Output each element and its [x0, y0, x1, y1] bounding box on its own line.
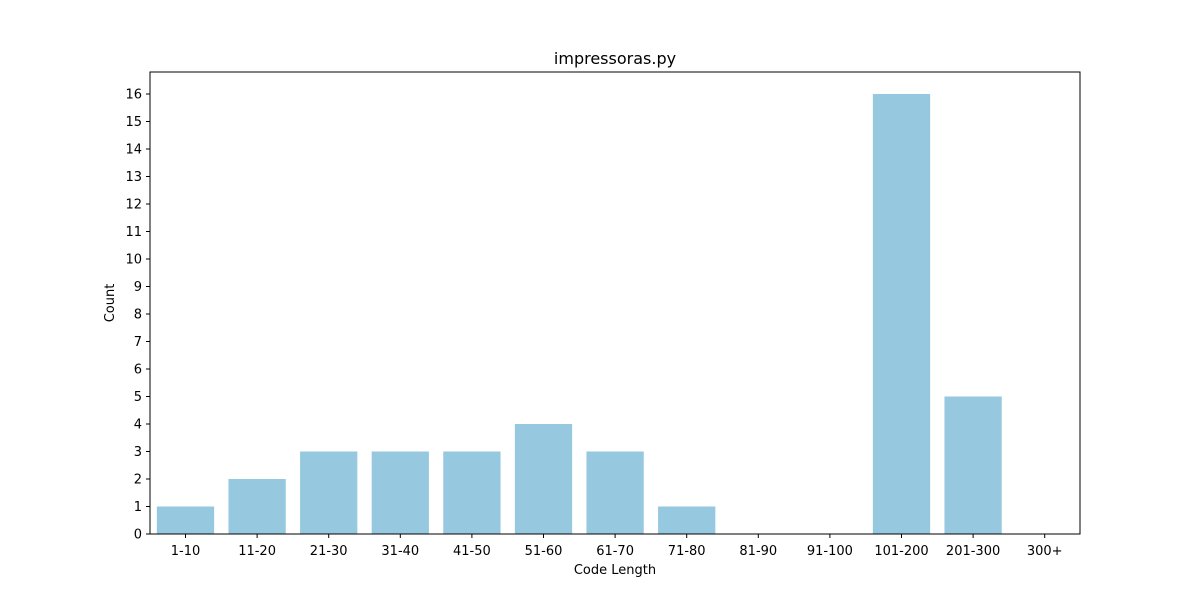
- x-tick-label: 31-40: [381, 544, 419, 559]
- x-axis-label: Code Length: [574, 563, 656, 578]
- bar-51-60: [515, 424, 572, 534]
- x-tick-label: 201-300: [946, 544, 1000, 559]
- y-tick-label: 2: [134, 473, 142, 488]
- y-tick-label: 4: [134, 418, 142, 433]
- bar-21-30: [300, 452, 357, 535]
- x-tick-label: 71-80: [668, 544, 706, 559]
- x-tick-label: 81-90: [739, 544, 777, 559]
- x-tick-label: 41-50: [453, 544, 491, 559]
- y-tick-label: 9: [134, 280, 142, 295]
- x-tick-label: 1-10: [171, 544, 201, 559]
- bar-201-300: [944, 397, 1001, 535]
- y-tick-label: 6: [134, 363, 142, 378]
- bar-1-10: [157, 507, 214, 535]
- y-axis-label: Count: [103, 284, 118, 323]
- y-tick-label: 0: [134, 528, 142, 543]
- x-tick-label: 300+: [1027, 544, 1063, 559]
- y-tick-label: 5: [134, 390, 142, 405]
- y-tick-label: 1: [134, 500, 142, 515]
- y-tick-label: 3: [134, 445, 142, 460]
- bar-41-50: [443, 452, 500, 535]
- bar-31-40: [372, 452, 429, 535]
- x-tick-label: 11-20: [238, 544, 276, 559]
- y-tick-label: 7: [134, 335, 142, 350]
- y-tick-label: 11: [125, 225, 142, 240]
- y-tick-label: 14: [125, 143, 142, 158]
- bar-11-20: [228, 479, 285, 534]
- y-tick-label: 8: [134, 308, 142, 323]
- bar-101-200: [873, 94, 930, 534]
- bar-71-80: [658, 507, 715, 535]
- y-tick-label: 10: [125, 253, 142, 268]
- y-tick-label: 12: [125, 198, 142, 213]
- x-tick-label: 91-100: [807, 544, 853, 559]
- x-tick-label: 101-200: [874, 544, 928, 559]
- chart-title: impressoras.py: [554, 49, 676, 68]
- bar-61-70: [586, 452, 643, 535]
- x-tick-label: 61-70: [596, 544, 634, 559]
- x-tick-label: 51-60: [525, 544, 563, 559]
- y-tick-label: 15: [125, 115, 142, 130]
- y-tick-label: 16: [125, 88, 142, 103]
- x-tick-label: 21-30: [310, 544, 348, 559]
- y-tick-label: 13: [125, 170, 142, 185]
